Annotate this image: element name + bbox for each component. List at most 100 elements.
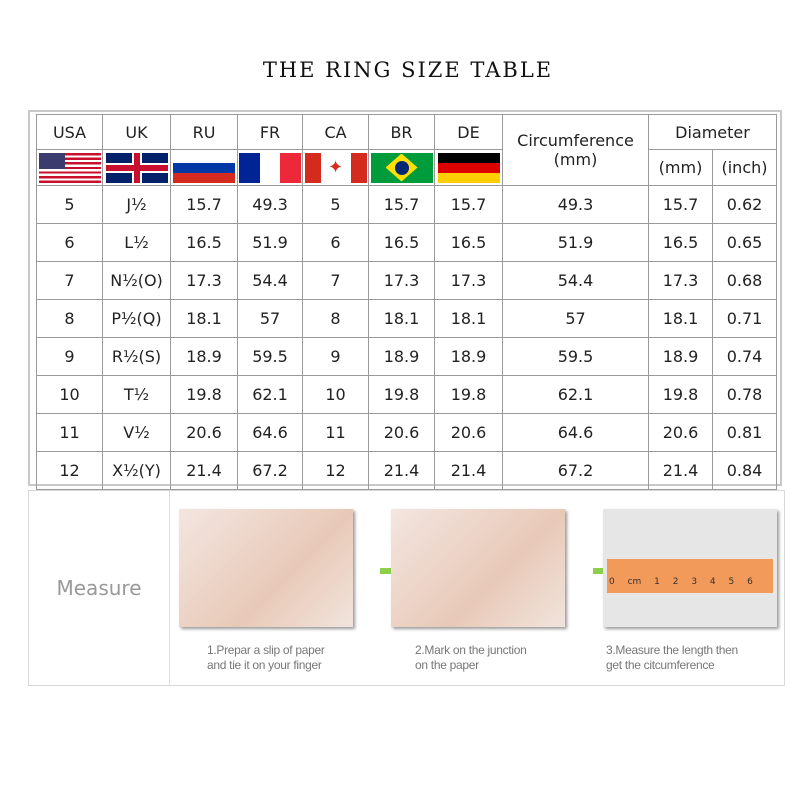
table-cell: 21.4 xyxy=(434,451,503,490)
table-cell: L½ xyxy=(102,223,171,262)
table-cell: 20.6 xyxy=(648,413,713,452)
table-cell: 59.5 xyxy=(237,337,303,376)
table-cell: 9 xyxy=(36,337,103,376)
table-cell: 64.6 xyxy=(237,413,303,452)
table-cell: 51.9 xyxy=(502,223,649,262)
table-cell: 16.5 xyxy=(368,223,435,262)
table-cell: 0.65 xyxy=(712,223,777,262)
header-row: USA UK RU FR CA BR DE Circumference (mm) … xyxy=(36,114,777,186)
table-row: 5 J½ 15.7 49.3 5 15.7 15.7 49.3 15.7 0.62 xyxy=(36,185,777,224)
table-cell: 19.8 xyxy=(368,375,435,414)
table-cell: 10 xyxy=(36,375,103,414)
header-ru: RU xyxy=(170,114,238,150)
table-cell: 11 xyxy=(36,413,103,452)
ru-flag-icon xyxy=(173,152,235,183)
table-row: 8 P½(Q) 18.1 57 8 18.1 18.1 57 18.1 0.71 xyxy=(36,299,777,338)
table-cell: 5 xyxy=(302,185,369,224)
table-cell: 49.3 xyxy=(237,185,303,224)
table-cell: 0.78 xyxy=(712,375,777,414)
table-cell: 21.4 xyxy=(648,451,713,490)
step-1-photo xyxy=(179,509,353,627)
step-2-caption: 2.Mark on the junction on the paper xyxy=(415,643,527,673)
table-cell: 54.4 xyxy=(502,261,649,300)
table-cell: 6 xyxy=(36,223,103,262)
table-cell: 54.4 xyxy=(237,261,303,300)
table-cell: 19.8 xyxy=(648,375,713,414)
ca-flag-icon: ✦ xyxy=(304,152,367,183)
table-cell: 0.68 xyxy=(712,261,777,300)
header-usa: USA xyxy=(36,114,103,150)
step-3-photo: 0 cm 1 2 3 4 5 6 xyxy=(603,509,777,627)
table-cell: 19.8 xyxy=(434,375,503,414)
table-row: 10 T½ 19.8 62.1 10 19.8 19.8 62.1 19.8 0.78 xyxy=(36,375,777,414)
table-cell: 0.81 xyxy=(712,413,777,452)
table-cell: N½(O) xyxy=(102,261,171,300)
table-row: 11 V½ 20.6 64.6 11 20.6 20.6 64.6 20.6 0.81 xyxy=(36,413,777,452)
diameter-mm-header: (mm) xyxy=(648,149,713,186)
table-cell: P½(Q) xyxy=(102,299,171,338)
table-cell: 10 xyxy=(302,375,369,414)
table-cell: 15.7 xyxy=(170,185,238,224)
table-cell: 19.8 xyxy=(170,375,238,414)
table-cell: 12 xyxy=(36,451,103,490)
header-br: BR xyxy=(368,114,435,150)
circumference-label: Circumference xyxy=(517,131,634,150)
table-cell: 64.6 xyxy=(502,413,649,452)
table-cell: 16.5 xyxy=(170,223,238,262)
caption-line: 2.Mark on the junction xyxy=(415,643,527,657)
table-cell: 15.7 xyxy=(368,185,435,224)
header-ca: CA xyxy=(302,114,369,150)
table-cell: 16.5 xyxy=(648,223,713,262)
table-cell: 15.7 xyxy=(434,185,503,224)
table-cell: 18.9 xyxy=(170,337,238,376)
table-cell: 17.3 xyxy=(648,261,713,300)
table-cell: 18.9 xyxy=(648,337,713,376)
ruler-icon: 0 cm 1 2 3 4 5 6 xyxy=(607,559,773,593)
table-cell: 59.5 xyxy=(502,337,649,376)
table-cell: 17.3 xyxy=(434,261,503,300)
table-cell: 15.7 xyxy=(648,185,713,224)
diameter-inch-header: (inch) xyxy=(712,149,777,186)
table-cell: 17.3 xyxy=(170,261,238,300)
table-cell: 57 xyxy=(237,299,303,338)
page-title: THE RING SIZE TABLE xyxy=(262,58,554,82)
table-cell: 21.4 xyxy=(170,451,238,490)
table-row: 9 R½(S) 18.9 59.5 9 18.9 18.9 59.5 18.9 0.74 xyxy=(36,337,777,376)
table-row: 6 L½ 16.5 51.9 6 16.5 16.5 51.9 16.5 0.65 xyxy=(36,223,777,262)
table-cell: 21.4 xyxy=(368,451,435,490)
table-cell: 18.9 xyxy=(434,337,503,376)
step-1-caption: 1.Prepar a slip of paper and tie it on yo… xyxy=(207,643,325,673)
table-cell: 20.6 xyxy=(434,413,503,452)
ruler-scale: 0 cm 1 2 3 4 5 6 xyxy=(609,577,753,587)
table-cell: 57 xyxy=(502,299,649,338)
table-cell: R½(S) xyxy=(102,337,171,376)
table-cell: 0.71 xyxy=(712,299,777,338)
table-cell: 6 xyxy=(302,223,369,262)
caption-line: 3.Measure the length then xyxy=(606,643,738,657)
table-cell: 18.9 xyxy=(368,337,435,376)
table-cell: 9 xyxy=(302,337,369,376)
table-cell: 49.3 xyxy=(502,185,649,224)
caption-line: and tie it on your finger xyxy=(207,658,322,672)
step-3-caption: 3.Measure the length then get the citcumf… xyxy=(606,643,738,673)
measure-label: Measure xyxy=(29,491,170,685)
table-cell: 0.84 xyxy=(712,451,777,490)
table-cell: 20.6 xyxy=(368,413,435,452)
table-cell: 5 xyxy=(36,185,103,224)
header-de: DE xyxy=(434,114,503,150)
table-cell: 62.1 xyxy=(502,375,649,414)
table-cell: 18.1 xyxy=(368,299,435,338)
br-flag-icon xyxy=(370,152,433,183)
table-cell: 8 xyxy=(302,299,369,338)
us-flag-icon xyxy=(38,152,101,183)
table-cell: 16.5 xyxy=(434,223,503,262)
table-row: 12 X½(Y) 21.4 67.2 12 21.4 21.4 67.2 21.4 0.84 xyxy=(36,451,777,490)
de-flag-icon xyxy=(437,152,500,183)
table-cell: 20.6 xyxy=(170,413,238,452)
table-cell: X½(Y) xyxy=(102,451,171,490)
table-cell: 62.1 xyxy=(237,375,303,414)
table-cell: 11 xyxy=(302,413,369,452)
table-cell: 7 xyxy=(302,261,369,300)
header-fr: FR xyxy=(237,114,303,150)
table-cell: 67.2 xyxy=(237,451,303,490)
